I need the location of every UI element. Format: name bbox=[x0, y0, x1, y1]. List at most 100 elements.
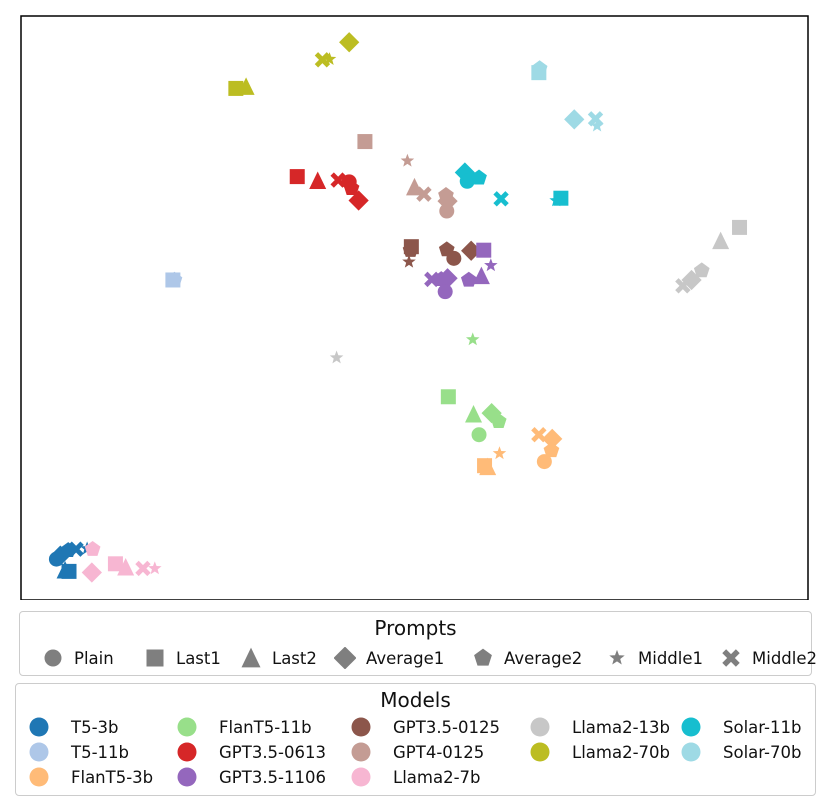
point-flant5-11b-last1 bbox=[440, 389, 456, 405]
point-llama2-13b-last1 bbox=[732, 219, 748, 235]
prompt-legend-label: Middle2 bbox=[752, 648, 818, 668]
model-legend-gpt4-0125: GPT4-0125 bbox=[350, 741, 484, 763]
point-gpt35-0613-average1 bbox=[348, 190, 369, 211]
point-gpt35-0613-last1 bbox=[289, 169, 305, 185]
color-swatch-icon bbox=[29, 767, 49, 787]
model-legend-t5-3b: T5-3b bbox=[28, 716, 119, 738]
point-flant5-3b-average1 bbox=[542, 428, 563, 449]
model-legend-gpt35-1106: GPT3.5-1106 bbox=[176, 766, 326, 788]
prompts-legend-title: Prompts bbox=[374, 616, 457, 640]
model-legend-flant5-3b: FlanT5-3b bbox=[28, 766, 153, 788]
point-gpt35-1106-average2 bbox=[460, 271, 477, 287]
point-flant5-11b-average2 bbox=[490, 413, 507, 428]
point-gpt35-1106-last2 bbox=[472, 266, 490, 285]
color-swatch-icon bbox=[351, 717, 371, 737]
color-swatch-icon bbox=[177, 717, 197, 737]
point-gpt35-0125-middle1 bbox=[402, 254, 416, 268]
point-llama2-13b-average2 bbox=[693, 262, 710, 278]
models-legend-title: Models bbox=[380, 688, 451, 712]
point-flant5-3b-last2 bbox=[479, 457, 497, 476]
point-gpt35-0613-average2 bbox=[343, 180, 360, 195]
color-swatch-icon bbox=[530, 742, 550, 762]
point-gpt4-0125-last1 bbox=[357, 134, 373, 150]
color-swatch-icon bbox=[177, 767, 197, 787]
prompt-legend-average1: Average1 bbox=[334, 647, 444, 669]
model-legend-solar-11b: Solar-11b bbox=[680, 716, 801, 738]
prompt-legend-middle1: Middle1 bbox=[606, 647, 703, 669]
model-legend-label: FlanT5-3b bbox=[71, 767, 154, 787]
model-legend-flant5-11b: FlanT5-11b bbox=[176, 716, 312, 738]
prompt-legend-label: Average2 bbox=[504, 648, 583, 668]
point-gpt35-0125-average2 bbox=[402, 241, 419, 257]
model-legend-llama2-7b: Llama2-7b bbox=[350, 766, 481, 788]
point-llama2-7b-average2 bbox=[84, 540, 101, 556]
point-llama2-70b-middle1 bbox=[322, 52, 337, 65]
color-swatch-icon bbox=[177, 742, 197, 762]
point-solar-11b-middle2 bbox=[493, 191, 509, 207]
model-legend-t5-11b: T5-11b bbox=[28, 741, 129, 763]
scatter-plot bbox=[20, 15, 809, 600]
point-gpt35-1106-middle1 bbox=[484, 258, 498, 272]
point-solar-70b-middle1 bbox=[590, 118, 604, 132]
model-legend-label: Llama2-70b bbox=[572, 742, 670, 762]
point-flant5-3b-middle1 bbox=[492, 446, 507, 460]
prompt-legend-middle2: Middle2 bbox=[720, 647, 817, 669]
point-t5-11b-average2 bbox=[166, 271, 183, 287]
color-swatch-icon bbox=[351, 767, 371, 787]
point-gpt35-0613-last2 bbox=[309, 171, 327, 189]
point-flant5-11b-last2 bbox=[465, 405, 483, 423]
point-solar-11b-average2 bbox=[471, 169, 487, 185]
color-swatch-icon bbox=[29, 717, 49, 737]
point-flant5-3b-plain bbox=[536, 454, 552, 470]
prompt-legend-label: Plain bbox=[74, 648, 114, 668]
model-legend-label: FlanT5-11b bbox=[219, 717, 312, 737]
point-llama2-7b-last2 bbox=[117, 558, 135, 576]
scatter-points bbox=[48, 32, 748, 583]
point-llama2-13b-middle1 bbox=[329, 350, 344, 364]
model-legend-llama2-70b: Llama2-70b bbox=[529, 741, 670, 763]
point-gpt35-0125-plain bbox=[446, 250, 462, 266]
point-flant5-11b-plain bbox=[471, 427, 487, 443]
point-solar-11b-middle1 bbox=[549, 193, 563, 207]
x-marker-icon bbox=[722, 649, 740, 667]
model-legend-llama2-13b: Llama2-13b bbox=[529, 716, 670, 738]
pentagon-marker-icon bbox=[474, 648, 492, 666]
point-gpt4-0125-middle2 bbox=[416, 186, 432, 202]
color-swatch-icon bbox=[351, 742, 371, 762]
model-legend-gpt35-0613: GPT3.5-0613 bbox=[176, 741, 326, 763]
point-llama2-7b-last1 bbox=[107, 556, 123, 572]
point-solar-70b-average1 bbox=[564, 109, 585, 130]
model-legend-label: GPT3.5-0613 bbox=[219, 742, 327, 762]
model-legend-solar-70b: Solar-70b bbox=[680, 741, 801, 763]
model-legend-label: Llama2-13b bbox=[572, 717, 670, 737]
model-legend-label: T5-11b bbox=[71, 742, 129, 762]
color-swatch-icon bbox=[681, 717, 701, 737]
point-llama2-70b-average1 bbox=[339, 32, 360, 53]
point-t5-3b-middle2 bbox=[68, 541, 84, 557]
point-solar-70b-middle2 bbox=[587, 111, 604, 127]
point-gpt35-1106-last1 bbox=[476, 242, 492, 258]
point-gpt35-0125-average1 bbox=[461, 240, 482, 261]
point-llama2-7b-average1 bbox=[81, 562, 102, 583]
color-swatch-icon bbox=[681, 742, 701, 762]
prompt-legend-label: Last2 bbox=[272, 648, 317, 668]
circle-marker-icon bbox=[44, 649, 62, 667]
model-legend-label: GPT4-0125 bbox=[393, 742, 485, 762]
point-flant5-3b-average2 bbox=[543, 442, 560, 458]
square-marker-icon bbox=[146, 649, 164, 667]
point-solar-70b-average2 bbox=[531, 60, 548, 76]
point-llama2-13b-last2 bbox=[712, 231, 730, 250]
model-legend-label: T5-3b bbox=[71, 717, 119, 737]
prompt-legend-last1: Last1 bbox=[144, 647, 221, 669]
point-t5-3b-last2 bbox=[56, 560, 74, 579]
point-gpt4-0125-middle1 bbox=[400, 153, 415, 167]
model-legend-label: Solar-11b bbox=[723, 717, 802, 737]
color-swatch-icon bbox=[530, 717, 550, 737]
point-gpt35-1106-plain bbox=[437, 284, 453, 300]
plot-frame bbox=[20, 15, 809, 600]
point-flant5-11b-middle1 bbox=[465, 332, 480, 346]
prompt-legend-plain: Plain bbox=[42, 647, 114, 669]
model-legend-label: GPT3.5-0125 bbox=[393, 717, 501, 737]
prompt-legend-label: Last1 bbox=[176, 648, 221, 668]
prompt-legend-label: Average1 bbox=[366, 648, 445, 668]
